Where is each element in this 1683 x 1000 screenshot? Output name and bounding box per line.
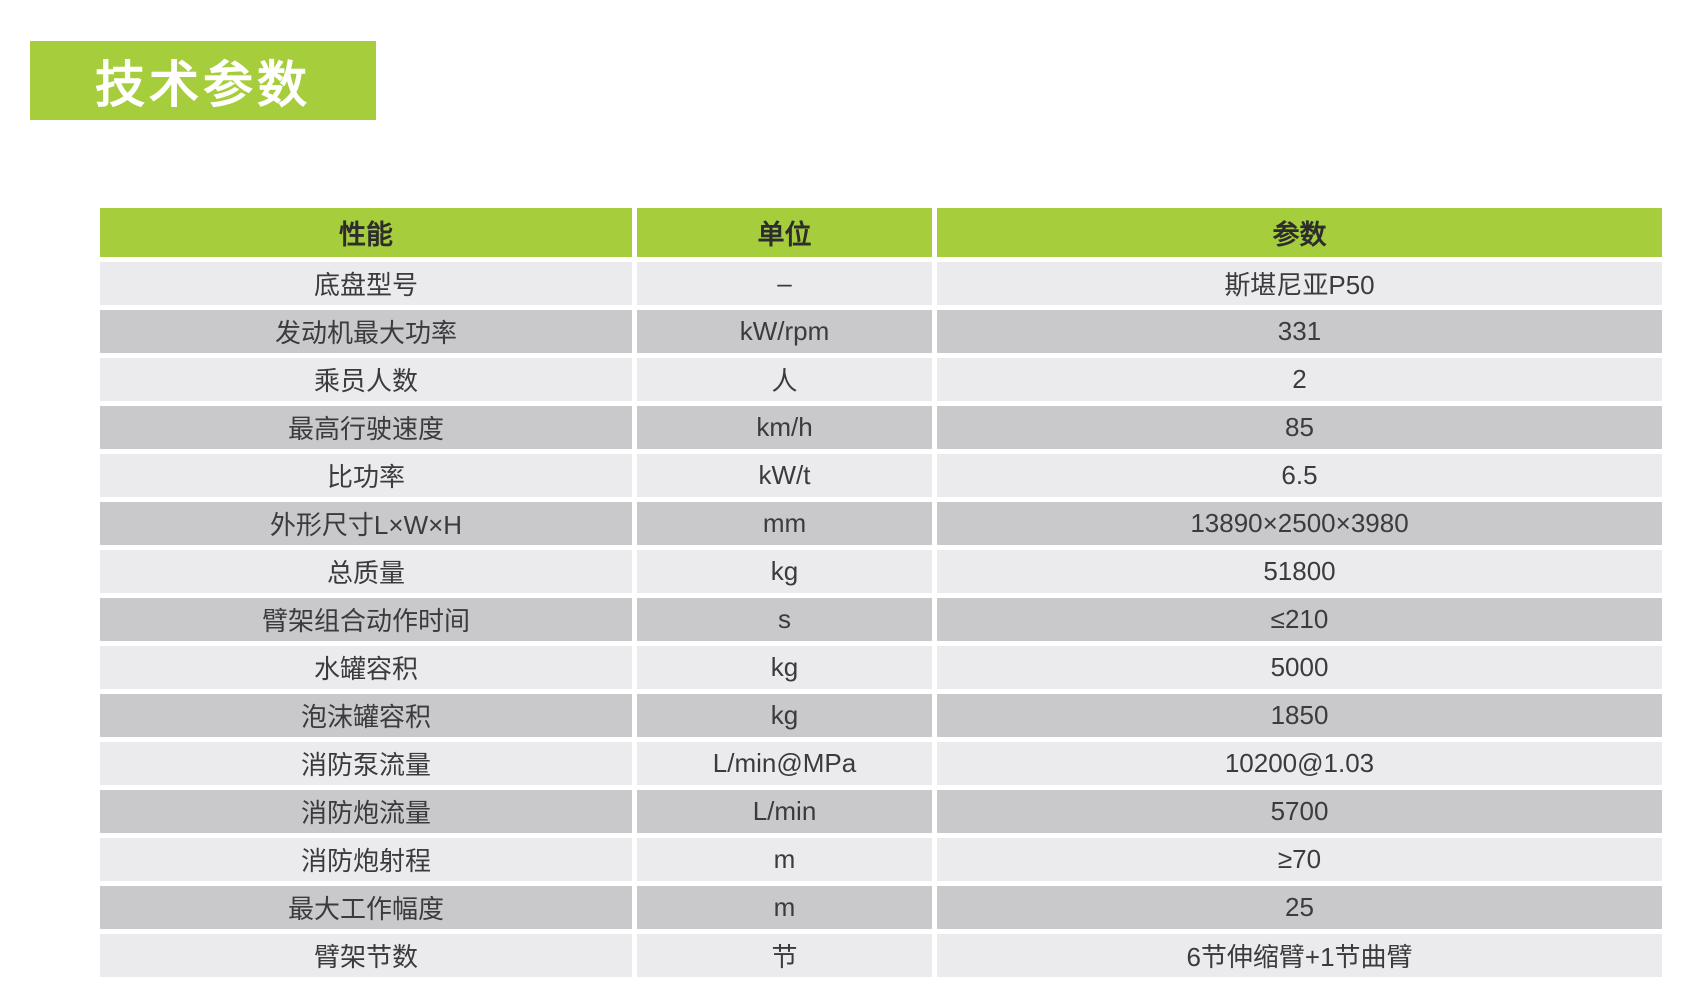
spec-table: 性能 单位 参数 底盘型号 – 斯堪尼亚P50 发动机最大功率 kW/rpm 331 乘员人… [100,208,1662,982]
spec-property-cell: 总质量 [100,550,632,593]
spec-property-cell: 发动机最大功率 [100,310,632,353]
spec-property-cell: 乘员人数 [100,358,632,401]
spec-property-cell: 水罐容积 [100,646,632,689]
spec-unit-cell: m [637,886,932,929]
spec-property-cell: 最大工作幅度 [100,886,632,929]
table-row: 泡沫罐容积 kg 1850 [100,694,1662,737]
spec-value-cell: ≥70 [937,838,1662,881]
spec-property-cell: 泡沫罐容积 [100,694,632,737]
spec-unit-cell: m [637,838,932,881]
spec-unit-cell: L/min [637,790,932,833]
spec-unit-cell: km/h [637,406,932,449]
page-title: 技术参数 [95,56,311,113]
table-row: 消防泵流量 L/min@MPa 10200@1.03 [100,742,1662,785]
spec-value-cell: 6.5 [937,454,1662,497]
spec-unit-cell: kg [637,550,932,593]
table-header-row: 性能 单位 参数 [100,208,1662,257]
spec-property-cell: 比功率 [100,454,632,497]
spec-value-cell: 85 [937,406,1662,449]
table-row: 消防炮流量 L/min 5700 [100,790,1662,833]
column-header-unit: 单位 [637,208,932,257]
spec-unit-cell: kg [637,646,932,689]
table-row: 水罐容积 kg 5000 [100,646,1662,689]
table-row: 比功率 kW/t 6.5 [100,454,1662,497]
spec-value-cell: 斯堪尼亚P50 [937,262,1662,305]
spec-value-cell: 10200@1.03 [937,742,1662,785]
spec-value-cell: 331 [937,310,1662,353]
spec-value-cell: 5000 [937,646,1662,689]
spec-unit-cell: kg [637,694,932,737]
spec-unit-cell: kW/t [637,454,932,497]
spec-unit-cell: 节 [637,934,932,977]
spec-value-cell: 13890×2500×3980 [937,502,1662,545]
spec-property-cell: 消防炮射程 [100,838,632,881]
spec-property-cell: 臂架组合动作时间 [100,598,632,641]
spec-unit-cell: mm [637,502,932,545]
spec-value-cell: 25 [937,886,1662,929]
table-row: 消防炮射程 m ≥70 [100,838,1662,881]
spec-unit-cell: 人 [637,358,932,401]
spec-value-cell: 2 [937,358,1662,401]
table-body: 底盘型号 – 斯堪尼亚P50 发动机最大功率 kW/rpm 331 乘员人数人 2 最高行驶速度… [100,262,1662,977]
spec-value-cell: 1850 [937,694,1662,737]
table-row: 乘员人数人 2 [100,358,1662,401]
column-header-value: 参数 [937,208,1662,257]
spec-value-cell: 5700 [937,790,1662,833]
spec-unit-cell: kW/rpm [637,310,932,353]
page-title-badge: 技术参数 [30,41,376,120]
table-row: 臂架组合动作时间 s ≤210 [100,598,1662,641]
table-row: 底盘型号 – 斯堪尼亚P50 [100,262,1662,305]
table-row: 发动机最大功率 kW/rpm 331 [100,310,1662,353]
spec-unit-cell: L/min@MPa [637,742,932,785]
table-row: 最大工作幅度 m 25 [100,886,1662,929]
spec-value-cell: 6节伸缩臂+1节曲臂 [937,934,1662,977]
table-row: 最高行驶速度 km/h 85 [100,406,1662,449]
column-header-property: 性能 [100,208,632,257]
spec-value-cell: ≤210 [937,598,1662,641]
spec-property-cell: 消防炮流量 [100,790,632,833]
table-row: 臂架节数节 6节伸缩臂+1节曲臂 [100,934,1662,977]
spec-value-cell: 51800 [937,550,1662,593]
table-row: 总质量 kg 51800 [100,550,1662,593]
spec-property-cell: 消防泵流量 [100,742,632,785]
spec-property-cell: 底盘型号 [100,262,632,305]
spec-property-cell: 外形尺寸L×W×H [100,502,632,545]
spec-unit-cell: – [637,262,932,305]
spec-property-cell: 臂架节数 [100,934,632,977]
spec-unit-cell: s [637,598,932,641]
spec-property-cell: 最高行驶速度 [100,406,632,449]
table-row: 外形尺寸L×W×H mm 13890×2500×3980 [100,502,1662,545]
